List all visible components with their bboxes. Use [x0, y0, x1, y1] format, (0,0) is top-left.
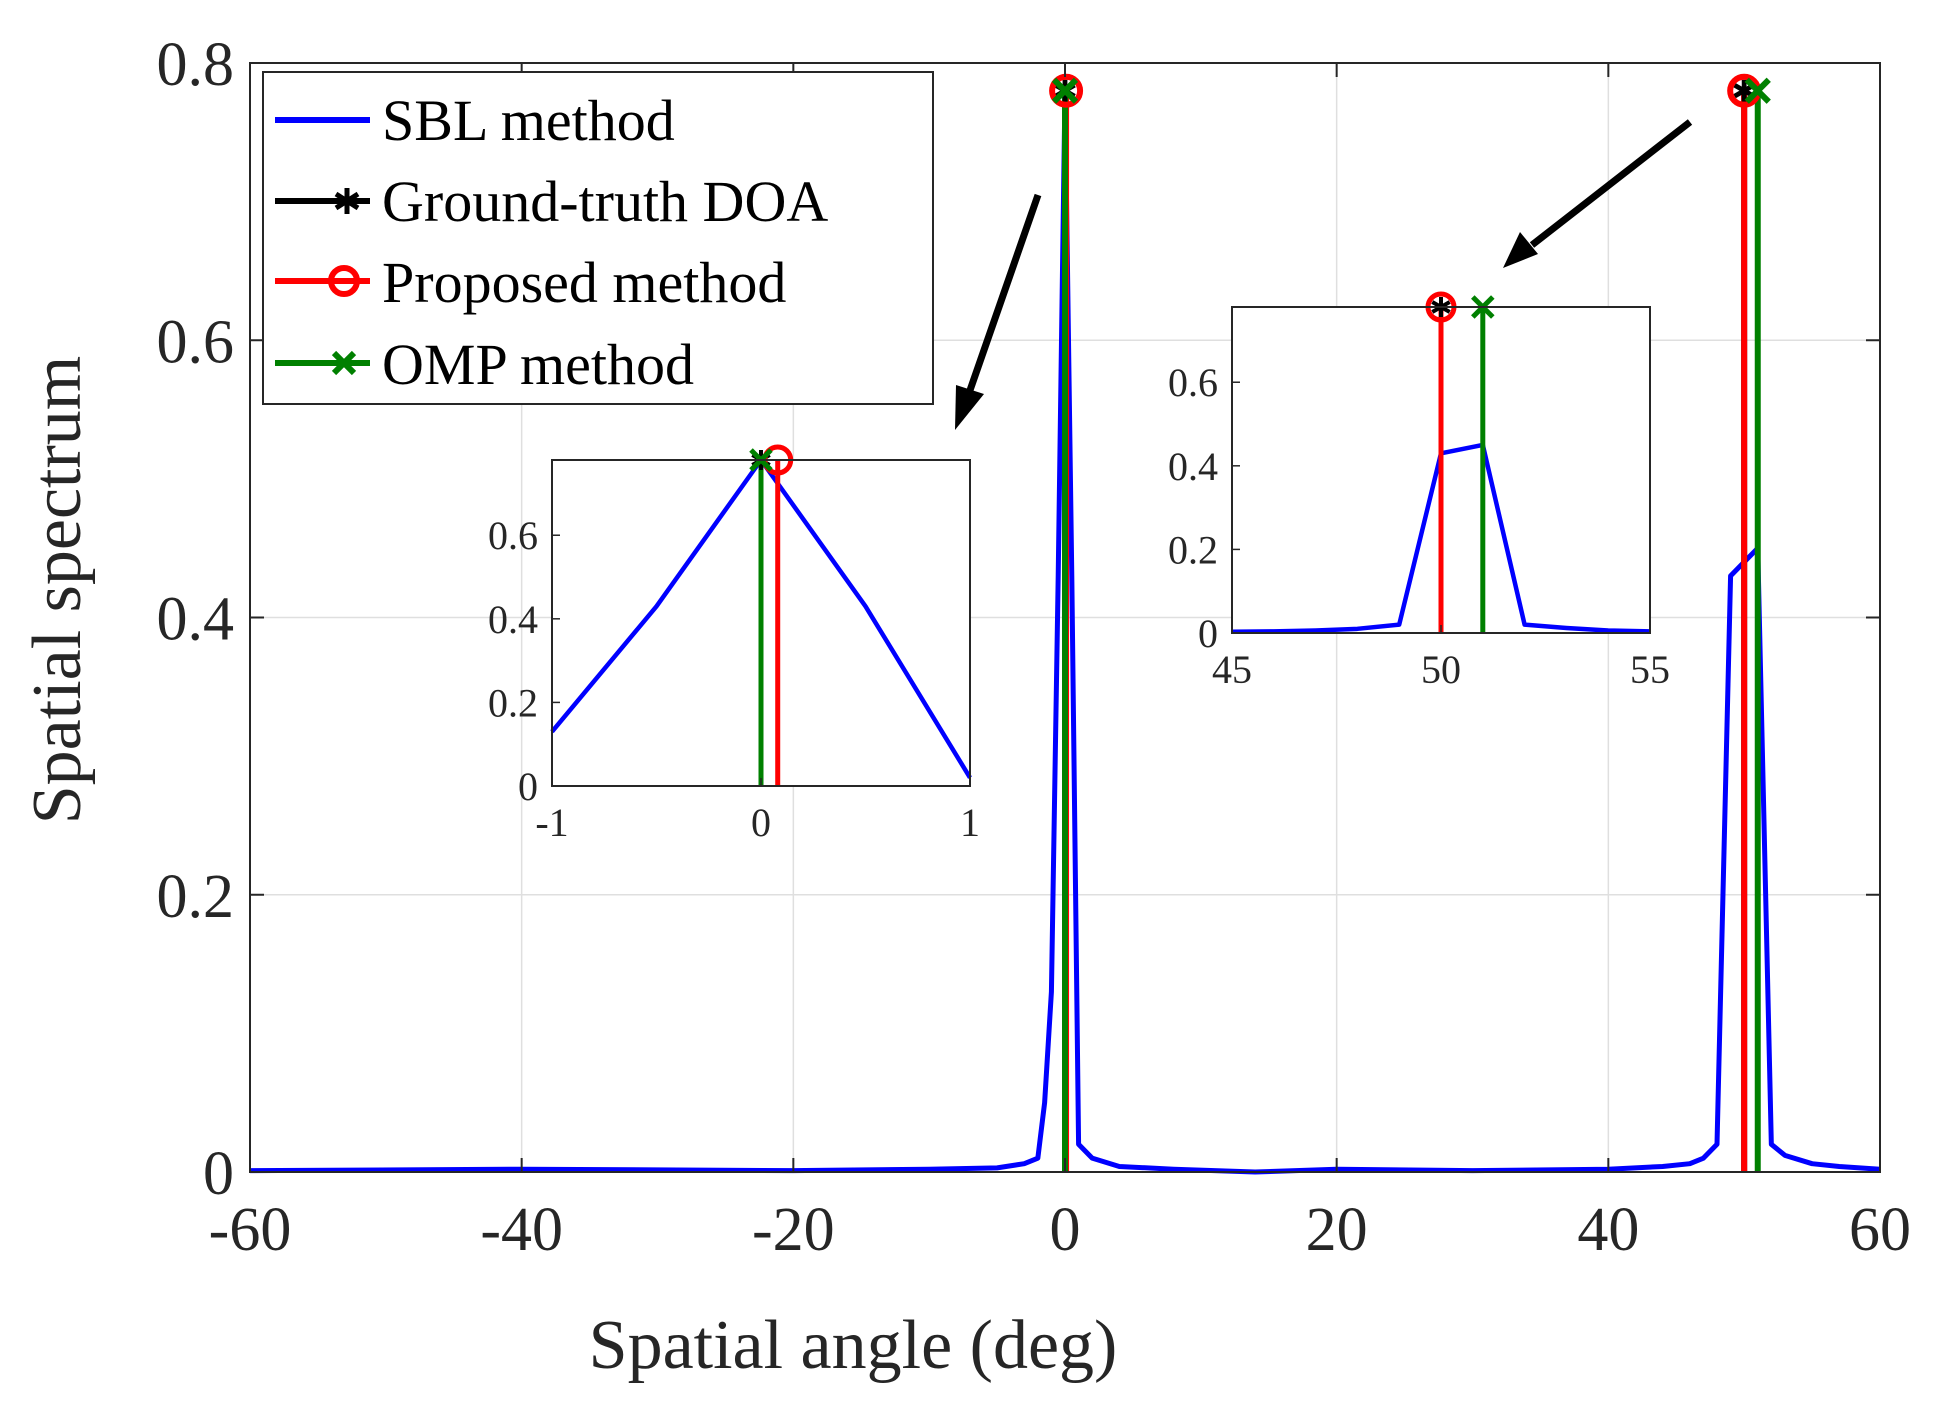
legend-label-sbl: SBL method	[382, 88, 675, 153]
asterisk-marker-icon	[334, 188, 360, 214]
inset-left-y-tick-label: 0.4	[488, 597, 538, 642]
y-axis-label: Spatial spectrum	[19, 356, 96, 825]
x-marker-icon	[331, 350, 357, 376]
inset-right-x-tick-label: 55	[1630, 647, 1670, 692]
x-tick-label: 60	[1849, 1196, 1911, 1264]
arrow-left-shaft	[964, 193, 1042, 398]
inset-left-x-tick-label: 0	[751, 800, 771, 845]
inset-left-x-tick-label: -1	[535, 800, 568, 845]
legend-label-ground-truth: Ground-truth DOA	[382, 169, 828, 234]
main-series	[249, 73, 1881, 1175]
inset-left-y-tick-label: 0.2	[488, 680, 538, 725]
inset-left-y-tick-label: 0	[518, 764, 538, 809]
legend-item-ground-truth: Ground-truth DOA	[275, 169, 828, 234]
legend-box	[262, 71, 934, 405]
y-tick-label: 0.8	[157, 31, 235, 99]
legend-label-omp: OMP method	[382, 332, 694, 397]
y-tick-label: 0.2	[157, 863, 235, 931]
arrow-right-shaft	[1529, 119, 1693, 248]
main-ticks: -60 -40 -20 0 20 40 60 0 0.2 0.4 0.6 0.8	[157, 31, 1912, 1264]
x-tick-label: -20	[752, 1196, 835, 1264]
arrows	[955, 119, 1693, 430]
inset-right-y-tick-label: 0	[1198, 611, 1218, 656]
omp-marker-stroke-b	[1744, 77, 1771, 104]
x-axis-label: Spatial angle (deg)	[589, 1307, 1118, 1384]
inset-right-x-tick-label: 45	[1212, 647, 1252, 692]
legend-item-omp: OMP method	[275, 332, 694, 397]
legend-item-sbl: SBL method	[275, 88, 675, 153]
inset-right-y-tick-label: 0.6	[1168, 360, 1218, 405]
y-tick-label: 0	[203, 1140, 234, 1208]
inset-right-x-tick-label: 50	[1421, 647, 1461, 692]
x-tick-label: 40	[1577, 1196, 1639, 1264]
inset-right-y-tick-label: 0.4	[1168, 444, 1218, 489]
omp-marker	[1744, 77, 1771, 104]
inset-right-y-tick-label: 0.2	[1168, 527, 1218, 572]
x-tick-label: 20	[1306, 1196, 1368, 1264]
x-tick-label: -40	[480, 1196, 563, 1264]
omp-marker	[1051, 77, 1079, 104]
circle-marker-icon	[328, 265, 360, 297]
legend-label-proposed: Proposed method	[382, 250, 786, 315]
proposed-marker	[1049, 73, 1084, 108]
arrow-right-head	[1503, 232, 1538, 268]
inset-left-y-tick-label: 0.6	[488, 513, 538, 558]
y-tick-label: 0.4	[157, 586, 235, 654]
inset-left-x-tick-label: 1	[960, 800, 980, 845]
inset-right: 45 50 55 0 0.2 0.4 0.6	[1168, 291, 1670, 692]
arrow-left-head	[955, 385, 984, 430]
legend: SBL method Ground-truth DOA Proposed met…	[262, 71, 934, 405]
omp-marker-stroke-b	[1051, 77, 1079, 104]
y-tick-label: 0.6	[157, 308, 235, 376]
x-tick-label: 0	[1050, 1196, 1081, 1264]
inset-left: -1 0 100.20.40.6	[488, 444, 980, 845]
legend-item-proposed: Proposed method	[275, 250, 786, 315]
x-tick-label: -60	[209, 1196, 292, 1264]
